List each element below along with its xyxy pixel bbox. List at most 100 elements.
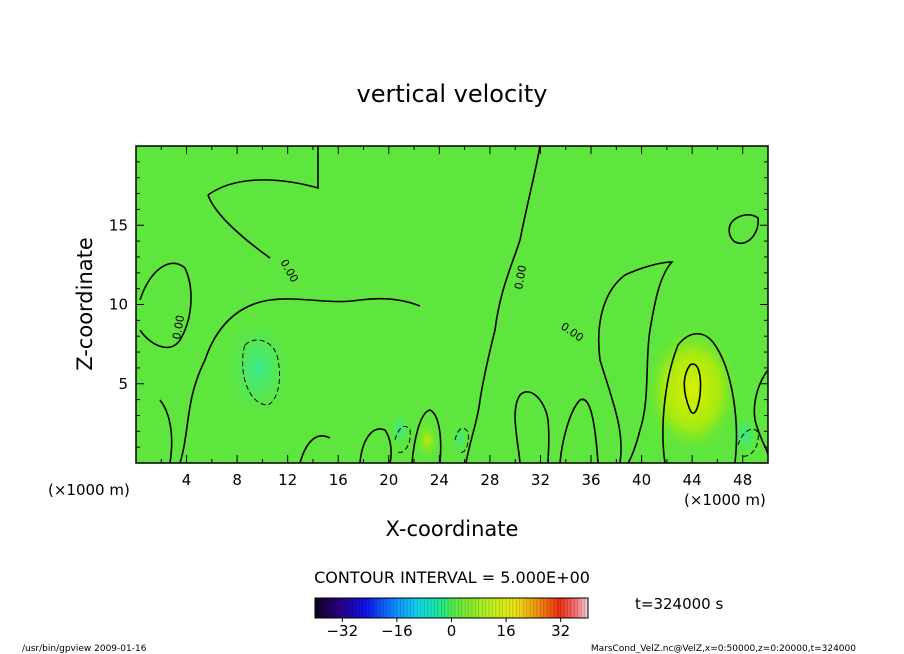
time-label: t=324000 s xyxy=(635,595,723,613)
contour-line xyxy=(728,214,759,245)
y-axis: 5 10 15 xyxy=(109,145,768,464)
colorbar-cell xyxy=(417,598,422,618)
contour-line xyxy=(465,146,541,463)
colorbar-cell xyxy=(540,598,545,618)
contour-line xyxy=(207,146,319,196)
field-feature xyxy=(415,420,439,460)
colorbar-cell xyxy=(523,598,528,618)
contour-label: 0.00 xyxy=(170,314,187,340)
colorbar-cell xyxy=(352,598,357,618)
colorbar-cell xyxy=(512,598,517,618)
colorbar-tick-label: −32 xyxy=(326,622,358,640)
chart-title: vertical velocity xyxy=(357,80,548,108)
x-tick-label: 20 xyxy=(379,471,398,489)
colorbar-cell xyxy=(342,598,347,618)
contour-line xyxy=(159,399,173,463)
contour-line xyxy=(683,363,702,414)
field-feature xyxy=(452,424,468,452)
colorbar-cell xyxy=(581,598,586,618)
x-tick-label: 28 xyxy=(480,471,499,489)
colorbar-cell xyxy=(359,598,364,618)
colorbar-cell xyxy=(318,598,323,618)
footer-left: /usr/bin/gpview 2009-01-16 xyxy=(22,644,147,654)
y-tick-label: 15 xyxy=(109,216,128,234)
field-feature xyxy=(226,320,290,416)
colorbar-cell xyxy=(383,598,388,618)
colorbar-cell xyxy=(482,598,487,618)
contour-line xyxy=(394,425,411,453)
contour-line xyxy=(359,428,392,463)
colorbar-cell xyxy=(376,598,381,618)
colorbar-cell xyxy=(386,598,391,618)
colorbar-cell xyxy=(536,598,541,618)
y-tick-label: 5 xyxy=(118,375,128,393)
colorbar-tick-label: 0 xyxy=(447,622,457,640)
colorbar-cell xyxy=(526,598,531,618)
colorbar-cell xyxy=(516,598,521,618)
colorbar-cell xyxy=(335,598,340,618)
contour-line xyxy=(454,427,469,454)
colorbar-cell xyxy=(577,598,582,618)
colorbar-cell xyxy=(489,598,494,618)
colorbar-cell xyxy=(478,598,483,618)
colorbar-ticks: −32 −16 0 16 32 xyxy=(326,618,570,640)
colorbar-cell xyxy=(373,598,378,618)
colorbar-cell xyxy=(557,598,562,618)
colorbar-cell xyxy=(403,598,408,618)
colorbar-cell xyxy=(420,598,425,618)
colorbar-cell xyxy=(321,598,326,618)
colorbar-cell xyxy=(396,598,401,618)
x-tick-label: 16 xyxy=(329,471,348,489)
zero-contours xyxy=(139,146,768,463)
contour-line xyxy=(597,261,674,463)
colorbar-cell xyxy=(574,598,579,618)
colorbar-cell xyxy=(437,598,442,618)
colorbar-cell xyxy=(332,598,337,618)
colorbar-cell xyxy=(451,598,456,618)
colorbar-cell xyxy=(553,598,558,618)
colorbar-cell xyxy=(471,598,476,618)
colorbar-cell xyxy=(393,598,398,618)
x-axis-unit-left: (×1000 m) xyxy=(48,481,130,499)
x-tick-label: 12 xyxy=(278,471,297,489)
colorbar-cell xyxy=(362,598,367,618)
colorbar-cell xyxy=(444,598,449,618)
colorbar-cell xyxy=(509,598,514,618)
contour-line xyxy=(179,297,421,463)
x-axis-label: X-coordinate xyxy=(386,517,519,541)
contour-line xyxy=(737,428,759,457)
y-tick-label: 10 xyxy=(109,296,128,314)
x-tick-label: 36 xyxy=(581,471,600,489)
colorbar-cell xyxy=(366,598,371,618)
field-feature xyxy=(390,412,410,448)
colorbar-cell xyxy=(495,598,500,618)
contour-line xyxy=(559,398,599,463)
colorbar-tick-label: −16 xyxy=(381,622,413,640)
contour-line xyxy=(411,409,442,463)
colorbar-cell xyxy=(325,598,330,618)
x-tick-label: 40 xyxy=(632,471,651,489)
contour-label: 0.00 xyxy=(512,264,529,290)
colorbar-cell xyxy=(434,598,439,618)
colorbar-cell xyxy=(550,598,555,618)
colorbar-cell xyxy=(506,598,511,618)
colorbar-cell xyxy=(560,598,565,618)
colorbar-cell xyxy=(427,598,432,618)
colorbar xyxy=(314,598,589,618)
x-axis: 4 8 12 16 20 24 28 32 36 40 44 48 xyxy=(135,146,769,489)
y-axis-label: Z-coordinate xyxy=(73,237,97,371)
colorbar-cell xyxy=(407,598,412,618)
colorbar-cell xyxy=(448,598,453,618)
colorbar-cell xyxy=(410,598,415,618)
colorbar-cell xyxy=(564,598,569,618)
colorbar-cell xyxy=(567,598,572,618)
x-tick-label: 4 xyxy=(182,471,192,489)
colorbar-cell xyxy=(424,598,429,618)
colorbar-cell xyxy=(441,598,446,618)
colorbar-cell xyxy=(485,598,490,618)
x-tick-label: 32 xyxy=(531,471,550,489)
colorbar-cell xyxy=(475,598,480,618)
colorbar-cell xyxy=(345,598,350,618)
footer-right: MarsCond_VelZ.nc@VelZ,x=0:50000,z=0:2000… xyxy=(591,644,856,654)
